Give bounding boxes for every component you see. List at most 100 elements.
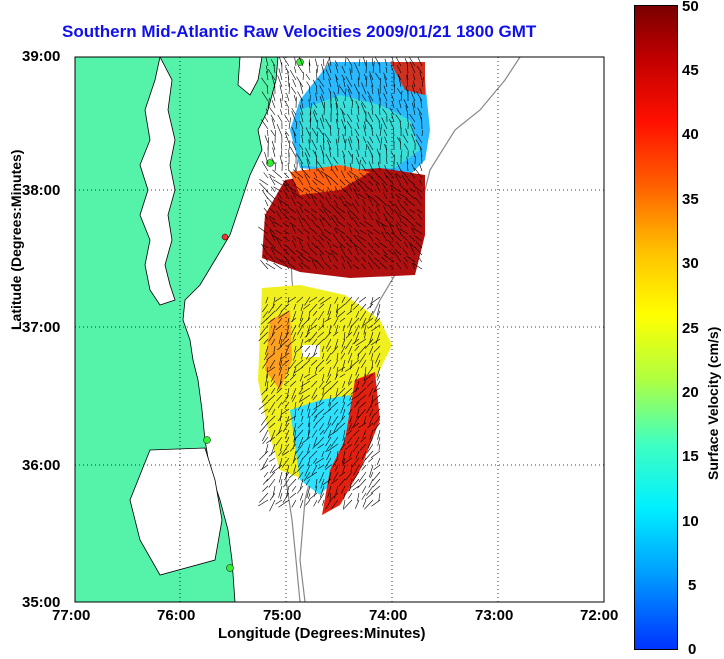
velocity-arrow [361,450,367,460]
velocity-arrow [300,394,311,402]
velocity-arrow [258,401,269,410]
velocity-arrow [300,98,304,109]
velocity-arrow [417,57,423,67]
velocity-arrow [358,159,361,172]
velocity-arrow [342,263,346,270]
velocity-arrow [360,359,367,368]
velocity-arrow [304,464,311,477]
velocity-arrow [311,408,318,416]
velocity-arrow [367,443,374,453]
velocity-arrow [277,401,283,409]
velocity-arrow [267,129,269,137]
velocity-arrow [386,212,395,221]
velocity-arrow [305,74,311,81]
velocity-arrow [383,93,388,102]
velocity-arrow [390,186,395,193]
velocity-arrow [325,250,332,256]
velocity-arrow [395,173,402,179]
velocity-arrow [288,359,297,370]
velocity-arrow [276,380,283,391]
velocity-arrow [282,450,290,456]
velocity-arrow [319,96,325,109]
velocity-arrow [372,408,381,417]
velocity-arrow [266,366,269,379]
velocity-arrow [369,408,374,417]
velocity-arrow [321,114,325,123]
velocity-arrow [266,352,276,361]
velocity-arrow [378,104,381,116]
velocity-arrow [336,118,339,130]
velocity-arrow [373,387,381,393]
velocity-arrow [279,352,283,366]
velocity-arrow [278,199,290,207]
velocity-arrow [311,260,318,270]
velocity-arrow [335,310,339,318]
velocity-arrow [294,366,304,374]
velocity-arrow [266,85,269,95]
velocity-arrow [339,245,346,256]
velocity-arrow [376,359,381,368]
velocity-arrow [299,492,304,501]
velocity-arrow [373,317,381,325]
velocity-arrow [322,151,325,165]
velocity-arrow [357,492,360,502]
velocity-arrow [393,127,395,137]
velocity-arrow [295,250,304,256]
velocity-arrow [301,380,304,390]
velocity-arrow [368,310,374,321]
velocity-arrow [265,262,276,270]
velocity-arrow [308,352,318,361]
velocity-arrow [297,471,304,480]
velocity-arrow [298,240,304,249]
velocity-arrow [258,331,269,342]
velocity-arrow [303,471,311,481]
velocity-arrow [293,95,297,102]
velocity-arrow [362,57,367,67]
velocity-arrow [316,158,318,172]
velocity-arrow [326,359,332,365]
velocity-arrow [301,415,304,422]
velocity-arrow [355,338,367,347]
velocity-arrow [327,443,339,452]
velocity-arrow [347,352,353,364]
velocity-arrow [406,75,409,88]
velocity-arrow [282,212,290,221]
velocity-arrow [313,177,325,186]
velocity-arrow [297,450,304,460]
velocity-arrow [297,401,304,411]
velocity-arrow [412,262,423,270]
velocity-arrow [319,85,325,95]
velocity-arrow [317,331,325,338]
velocity-arrow [289,222,297,228]
velocity-arrow [299,104,304,116]
velocity-arrow [377,88,381,102]
colorbar-tick-label: 40 [682,126,699,143]
velocity-arrow [269,422,276,429]
velocity-arrow [285,183,297,193]
velocity-arrow [262,359,269,369]
velocity-arrow [278,310,283,317]
velocity-arrow [273,262,283,270]
velocity-arrow [372,478,381,488]
velocity-arrow [296,296,304,303]
velocity-arrow [358,387,367,395]
velocity-arrow [291,110,297,123]
velocity-arrow [388,249,395,256]
velocity-arrow [324,464,332,471]
velocity-arrow [376,134,381,144]
velocity-arrow [343,457,353,465]
velocity-arrow [340,345,346,354]
velocity-arrow [383,254,395,263]
velocity-arrow [382,192,388,200]
velocity-arrow [293,131,297,144]
velocity-arrow [420,97,423,109]
velocity-arrow [270,443,276,456]
velocity-arrow [271,247,283,256]
velocity-arrow [270,59,276,67]
velocity-arrow [264,115,269,123]
velocity-arrow [345,471,353,481]
velocity-arrow [352,415,360,428]
velocity-arrow [277,192,283,200]
velocity-arrow [378,121,381,130]
velocity-arrow [297,176,304,186]
